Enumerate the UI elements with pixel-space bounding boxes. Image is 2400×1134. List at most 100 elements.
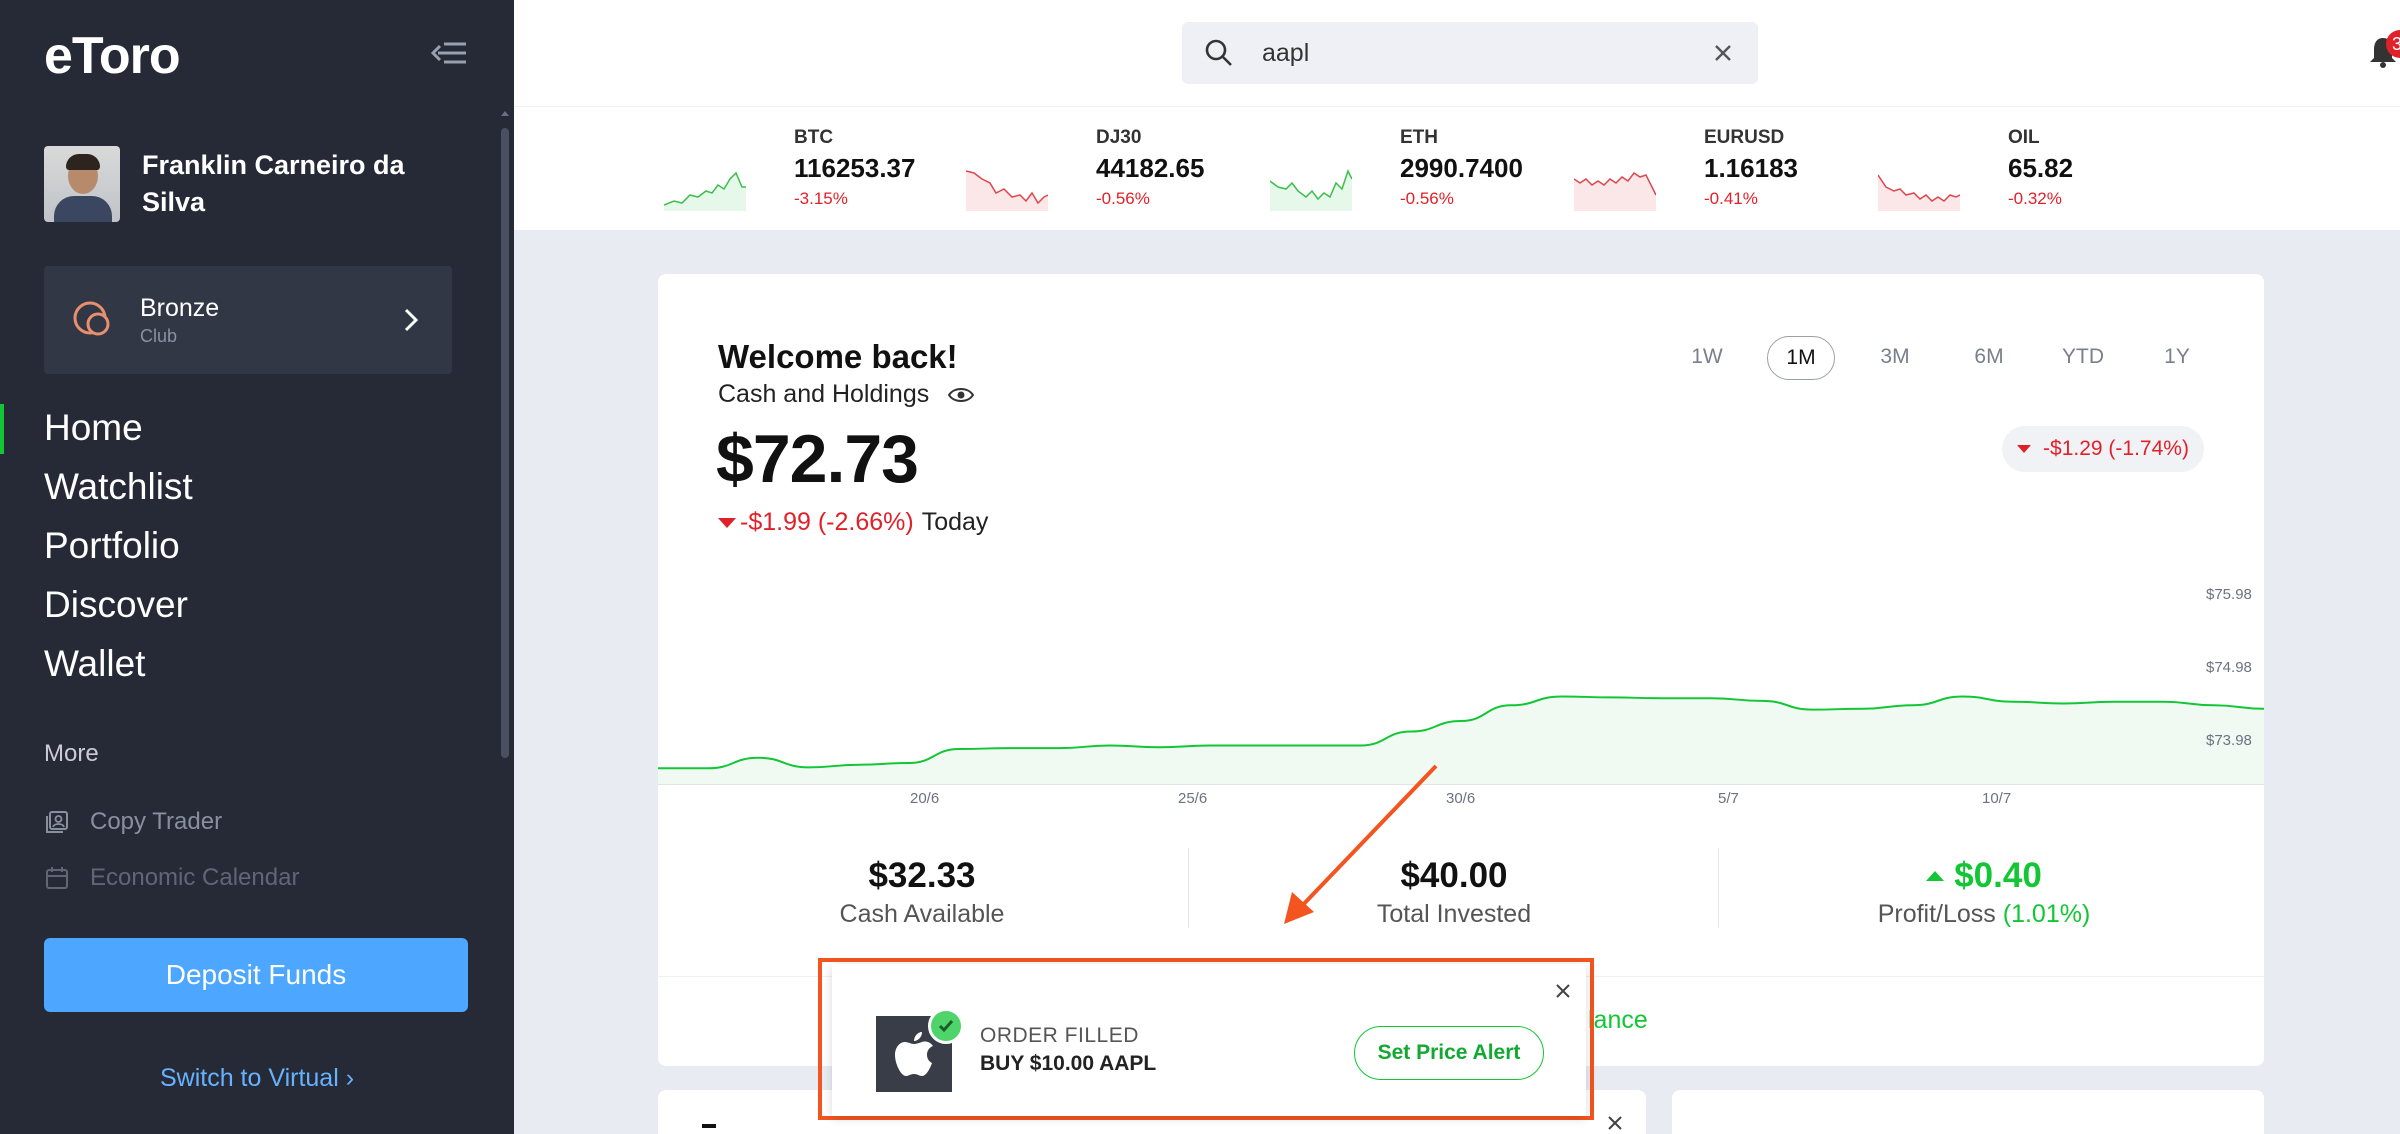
total-invested-label: Total Invested xyxy=(1376,900,1532,928)
time-range-selector: 1W 1M 3M 6M YTD 1Y xyxy=(1660,336,2224,380)
range-1m[interactable]: 1M xyxy=(1767,336,1835,380)
close-icon[interactable] xyxy=(1554,982,1572,1000)
chart-line xyxy=(658,695,2264,770)
ticker-change: -0.32% xyxy=(2008,189,2062,208)
economic-calendar-label: Economic Calendar xyxy=(90,864,300,891)
close-icon[interactable] xyxy=(1606,1114,1624,1132)
y-axis-label-mid: $74.98 xyxy=(2206,659,2252,676)
ticker-change: -0.56% xyxy=(1400,189,1454,208)
sidebar-scrollbar[interactable] xyxy=(500,108,510,1128)
ticker-item-btc[interactable]: BTC 116253.37 -3.15% xyxy=(664,107,964,231)
ticker-item-eth[interactable]: ETH 2990.7400 -0.56% xyxy=(1270,107,1570,231)
total-invested-stat: $40.00 Total Invested xyxy=(1254,856,1654,929)
eye-icon[interactable] xyxy=(947,385,975,405)
nav-item-wallet[interactable]: Wallet xyxy=(44,643,146,684)
ticker-change: -0.56% xyxy=(1096,189,1150,208)
x-axis-label: 10/7 xyxy=(1982,790,2012,807)
portfolio-chart[interactable] xyxy=(658,574,2264,794)
oil-sparkline xyxy=(1878,174,1960,211)
cash-label-text: Cash and Holdings xyxy=(718,380,930,408)
clear-search-icon[interactable] xyxy=(1710,40,1736,66)
period-change-value: -$1.29 (-1.74%) xyxy=(2043,437,2189,460)
order-filled-toast: ORDER FILLED BUY $10.00 AAPL Set Price A… xyxy=(832,964,1586,1116)
bronze-club-icon xyxy=(73,301,110,336)
chart-area-fill xyxy=(658,696,2264,784)
profit-loss-label-row: Profit/Loss (1.01%) xyxy=(1784,900,2184,929)
scrollbar-thumb[interactable] xyxy=(501,128,509,758)
avatar[interactable] xyxy=(44,146,120,222)
range-3m[interactable]: 3M xyxy=(1880,345,1910,368)
etoro-logo[interactable]: eToro xyxy=(44,27,181,85)
profit-loss-value: $0.40 xyxy=(1954,856,2042,895)
balance-link[interactable]: lance xyxy=(1588,1006,1648,1034)
annotation-arrow xyxy=(1284,764,1438,924)
ticker-symbol: BTC xyxy=(794,127,834,148)
market-ticker: BTC 116253.37 -3.15% DJ30 44182.65 -0.56… xyxy=(514,106,2400,230)
eurusd-sparkline xyxy=(1574,171,1656,211)
search-box[interactable] xyxy=(1182,22,1758,84)
collapse-sidebar-icon[interactable] xyxy=(430,36,470,70)
club-card[interactable]: Bronze Club xyxy=(44,266,452,374)
card-heading-fragment xyxy=(702,1124,716,1128)
range-ytd[interactable]: YTD xyxy=(2062,345,2104,368)
range-1y[interactable]: 1Y xyxy=(2164,345,2190,368)
range-6m[interactable]: 6M xyxy=(1974,345,2004,368)
nav-item-discover[interactable]: Discover xyxy=(44,584,188,625)
order-details: BUY $10.00 AAPL xyxy=(980,1052,1157,1075)
portfolio-overview-card: Welcome back! Cash and Holdings $72.73 -… xyxy=(658,274,2264,1066)
cash-and-holdings-label: Cash and Holdings xyxy=(718,380,975,409)
ticker-price: 44182.65 xyxy=(1096,153,1205,183)
copy-trader-label: Copy Trader xyxy=(90,808,223,835)
active-nav-indicator xyxy=(0,404,4,454)
ticker-item-dj30[interactable]: DJ30 44182.65 -0.56% xyxy=(966,107,1266,231)
set-price-alert-button[interactable]: Set Price Alert xyxy=(1354,1026,1544,1080)
ticker-item-eurusd[interactable]: EURUSD 1.16183 -0.41% xyxy=(1574,107,1874,231)
x-axis-label: 30/6 xyxy=(1446,790,1476,807)
today-change-value: -$1.99 (-2.66%) xyxy=(740,508,914,536)
deposit-funds-button[interactable]: Deposit Funds xyxy=(44,938,468,1012)
top-bar: 3 xyxy=(514,0,2400,106)
nav-item-economic-calendar[interactable]: Economic Calendar xyxy=(44,864,299,892)
ticker-price: 2990.7400 xyxy=(1400,153,1523,183)
apple-logo-icon xyxy=(876,1016,952,1092)
ticker-symbol: OIL xyxy=(2008,127,2040,148)
ticker-symbol: DJ30 xyxy=(1096,127,1142,148)
calendar-icon xyxy=(46,867,68,889)
nav-item-copy-trader[interactable]: Copy Trader xyxy=(44,808,222,836)
down-triangle-icon xyxy=(718,517,736,528)
switch-to-virtual-link[interactable]: Switch to Virtual › xyxy=(159,1064,355,1092)
ticker-price: 1.16183 xyxy=(1704,153,1798,183)
nav-item-watchlist[interactable]: Watchlist xyxy=(44,466,193,507)
btc-sparkline xyxy=(664,171,746,211)
stat-divider xyxy=(1188,848,1189,928)
range-1w[interactable]: 1W xyxy=(1691,345,1723,368)
chevron-right-icon xyxy=(404,308,419,332)
ticker-item-oil[interactable]: OIL 65.82 -0.32% xyxy=(1878,107,2178,231)
main-nav: Home Watchlist Portfolio Discover Wallet xyxy=(44,398,193,693)
more-heading: More xyxy=(44,740,99,767)
ticker-symbol: ETH xyxy=(1400,127,1438,148)
ticker-price: 116253.37 xyxy=(794,153,916,183)
nav-item-portfolio[interactable]: Portfolio xyxy=(44,525,180,566)
x-axis-label: 25/6 xyxy=(1178,790,1208,807)
search-input[interactable] xyxy=(1262,34,1662,72)
cash-available-value: $32.33 xyxy=(868,856,976,895)
search-icon xyxy=(1205,39,1232,66)
user-profile[interactable]: Franklin Carneiro da Silva xyxy=(44,146,462,222)
order-status: ORDER FILLED xyxy=(980,1024,1139,1047)
period-change-pill: -$1.29 (-1.74%) xyxy=(2002,426,2204,472)
profit-loss-label: Profit/Loss xyxy=(1877,900,1996,928)
profit-loss-stat: $0.40 Profit/Loss (1.01%) xyxy=(1784,856,2184,929)
profit-loss-percent: (1.01%) xyxy=(2002,900,2091,928)
cash-available-stat: $32.33 Cash Available xyxy=(722,856,1122,929)
profit-loss-row: $0.40 xyxy=(1784,856,2184,896)
ticker-symbol: EURUSD xyxy=(1704,127,1785,148)
club-title: Bronze xyxy=(140,294,220,322)
check-icon xyxy=(928,1008,964,1044)
x-axis-label: 5/7 xyxy=(1718,790,1739,807)
club-subtitle: Club xyxy=(140,326,178,346)
y-axis-label-top: $75.98 xyxy=(2206,586,2252,603)
sidebar: eToro Franklin Carneiro da Silva Bronze … xyxy=(0,0,514,1134)
total-invested-value: $40.00 xyxy=(1400,856,1508,895)
nav-item-home[interactable]: Home xyxy=(44,407,143,448)
